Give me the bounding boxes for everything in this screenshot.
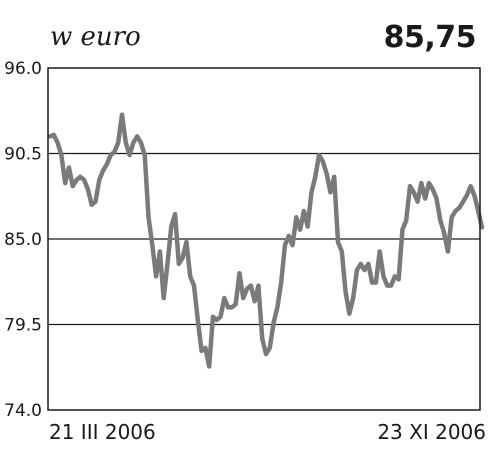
y-tick-label: 85.0 (4, 230, 42, 250)
x-end-label: 23 XI 2006 (377, 420, 486, 444)
y-tick-label: 79.5 (4, 316, 42, 336)
gridlines (48, 152, 480, 326)
latest-value: 85,75 (383, 20, 477, 55)
y-tick-label: 74.0 (4, 401, 42, 421)
y-tick-label: 90.5 (4, 145, 42, 165)
x-start-label: 21 III 2006 (49, 420, 156, 444)
y-axis-ticks: 96.0 90.5 85.0 79.5 74.0 (4, 59, 42, 421)
unit-label: w euro (50, 22, 141, 52)
price-series-line (47, 112, 485, 369)
plot-frame (47, 67, 481, 411)
y-tick-label: 96.0 (4, 59, 42, 79)
